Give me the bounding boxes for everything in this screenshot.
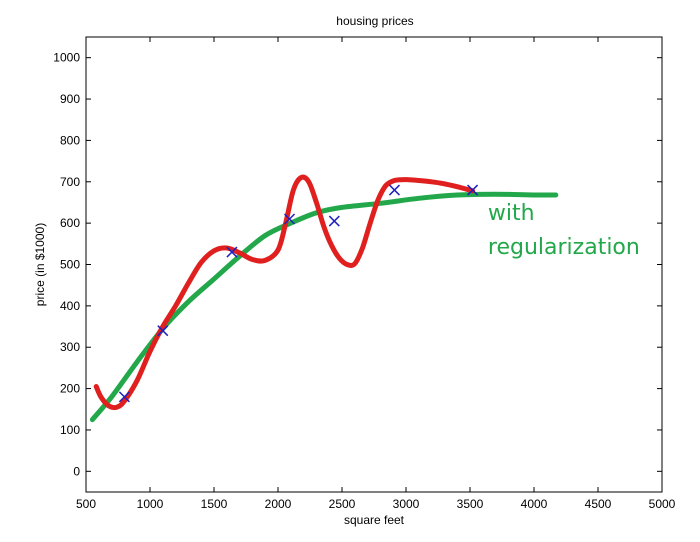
y-tick-label: 200 [60, 382, 80, 396]
plot-area [85, 36, 663, 493]
x-tick-label: 4500 [585, 497, 612, 511]
y-tick-label: 1000 [53, 51, 80, 65]
x-tick-label: 500 [76, 497, 96, 511]
y-tick-label: 300 [60, 340, 80, 354]
y-tick-label: 400 [60, 299, 80, 313]
data-point-x [328, 215, 340, 227]
x-axis-ticks: 500 1000 1500 2000 2500 3000 3500 4000 4500 5000 [76, 37, 676, 511]
data-point-x [283, 213, 296, 225]
y-axis-title: price (in $1000) [33, 223, 47, 306]
x-tick-label: 5000 [649, 497, 676, 511]
data-point-x [157, 325, 169, 337]
x-tick-label: 2000 [265, 497, 292, 511]
overfit-line [93, 174, 476, 411]
x-tick-label: 1500 [201, 497, 228, 511]
annotation-text: regularization [488, 235, 640, 260]
y-tick-label: 0 [73, 464, 80, 478]
x-axis-title: square feet [344, 513, 405, 527]
y-tick-label: 800 [60, 133, 80, 147]
x-tick-label: 3500 [457, 497, 484, 511]
x-tick-label: 2500 [329, 497, 356, 511]
x-tick-label: 4000 [521, 497, 548, 511]
y-axis-ticks: 0 100 200 300 400 500 600 700 800 900 1000 [53, 51, 662, 478]
annotation-layer: with regularization [488, 201, 640, 260]
x-tick-label: 3000 [393, 497, 420, 511]
y-tick-label: 600 [60, 216, 80, 230]
series-layer [89, 174, 559, 423]
x-tick-label: 1000 [137, 497, 164, 511]
data-point-x [118, 391, 130, 403]
y-tick-label: 700 [60, 175, 80, 189]
annotation-text: with [488, 201, 535, 226]
data-point-x [388, 184, 401, 196]
y-tick-label: 500 [60, 258, 80, 272]
y-tick-label: 100 [60, 423, 80, 437]
data-point-x [467, 184, 479, 196]
chart-title: housing prices [336, 14, 413, 28]
y-tick-label: 900 [60, 92, 80, 106]
data-point-x [226, 246, 238, 258]
